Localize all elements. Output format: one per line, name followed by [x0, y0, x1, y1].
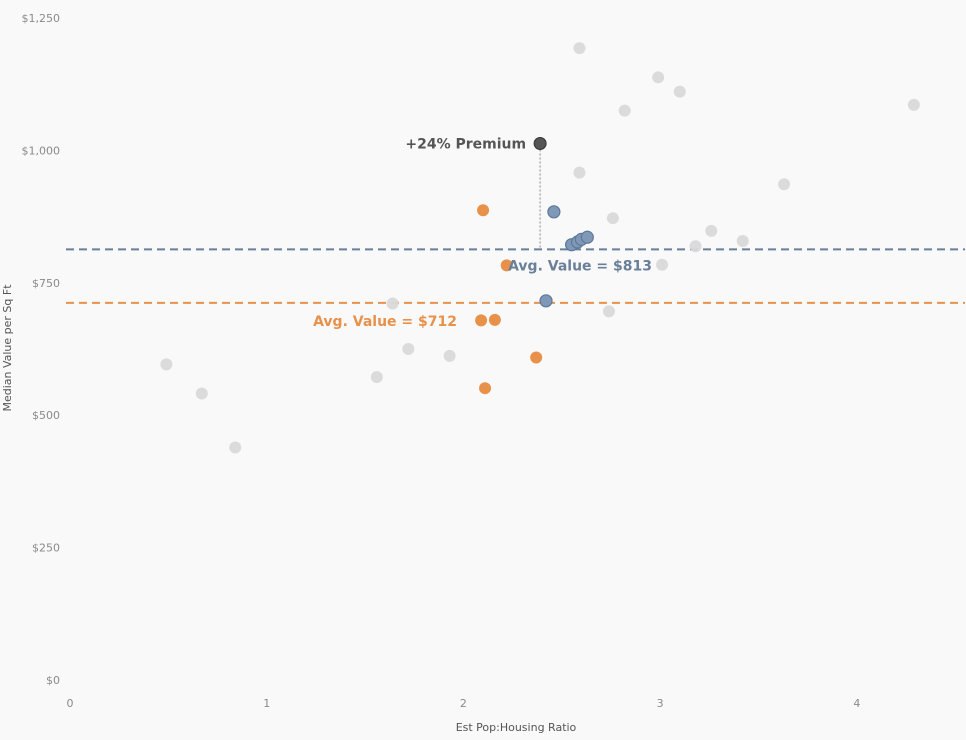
gray-data-point	[736, 234, 749, 247]
y-tick-label: $1,000	[22, 144, 61, 157]
gray-data-point	[160, 358, 173, 371]
gray-data-point	[652, 71, 665, 84]
gray-data-point	[673, 85, 686, 98]
y-tick-label: $1,250	[22, 12, 61, 25]
orange-data-point	[530, 351, 543, 364]
y-tick-label: $750	[32, 277, 60, 290]
x-tick-label: 4	[853, 697, 860, 710]
blue-data-point	[539, 294, 553, 308]
x-axis-title: Est Pop:Housing Ratio	[456, 721, 577, 734]
orange-average-label: Avg. Value = $712	[313, 314, 457, 330]
x-tick-label: 3	[657, 697, 664, 710]
y-tick-label: $500	[32, 409, 60, 422]
premium-annotation: +24% Premium	[405, 137, 526, 153]
gray-data-point	[907, 98, 920, 111]
highlight-data-point	[533, 137, 547, 151]
gray-data-point	[573, 166, 586, 179]
gray-data-point	[443, 349, 456, 362]
gray-data-point	[229, 441, 242, 454]
gray-data-point	[402, 343, 415, 355]
y-tick-label: $0	[46, 674, 60, 687]
gray-data-point	[602, 305, 615, 318]
x-tick-label: 1	[263, 697, 270, 710]
gray-data-point	[386, 297, 399, 310]
gray-data-point	[705, 224, 718, 237]
x-tick-label: 2	[460, 697, 467, 710]
gray-data-point	[778, 178, 791, 191]
x-tick-label: 0	[67, 697, 74, 710]
blue-data-point	[580, 230, 594, 244]
gray-data-point	[618, 104, 631, 117]
orange-data-point	[500, 259, 513, 272]
orange-data-point	[479, 382, 492, 395]
gray-data-point	[606, 212, 619, 225]
gray-data-point	[195, 387, 208, 400]
blue-data-point	[547, 205, 561, 219]
gray-data-point	[656, 258, 669, 271]
y-tick-label: $250	[32, 542, 60, 555]
gray-data-point	[370, 371, 383, 384]
y-axis-title: Median Value per Sq Ft	[1, 284, 14, 412]
orange-data-point	[488, 313, 501, 326]
orange-data-point	[475, 314, 488, 327]
blue-average-label: Avg. Value = $813	[508, 258, 652, 274]
gray-data-point	[573, 42, 586, 55]
orange-data-point	[477, 204, 490, 217]
gray-data-point	[689, 240, 702, 253]
